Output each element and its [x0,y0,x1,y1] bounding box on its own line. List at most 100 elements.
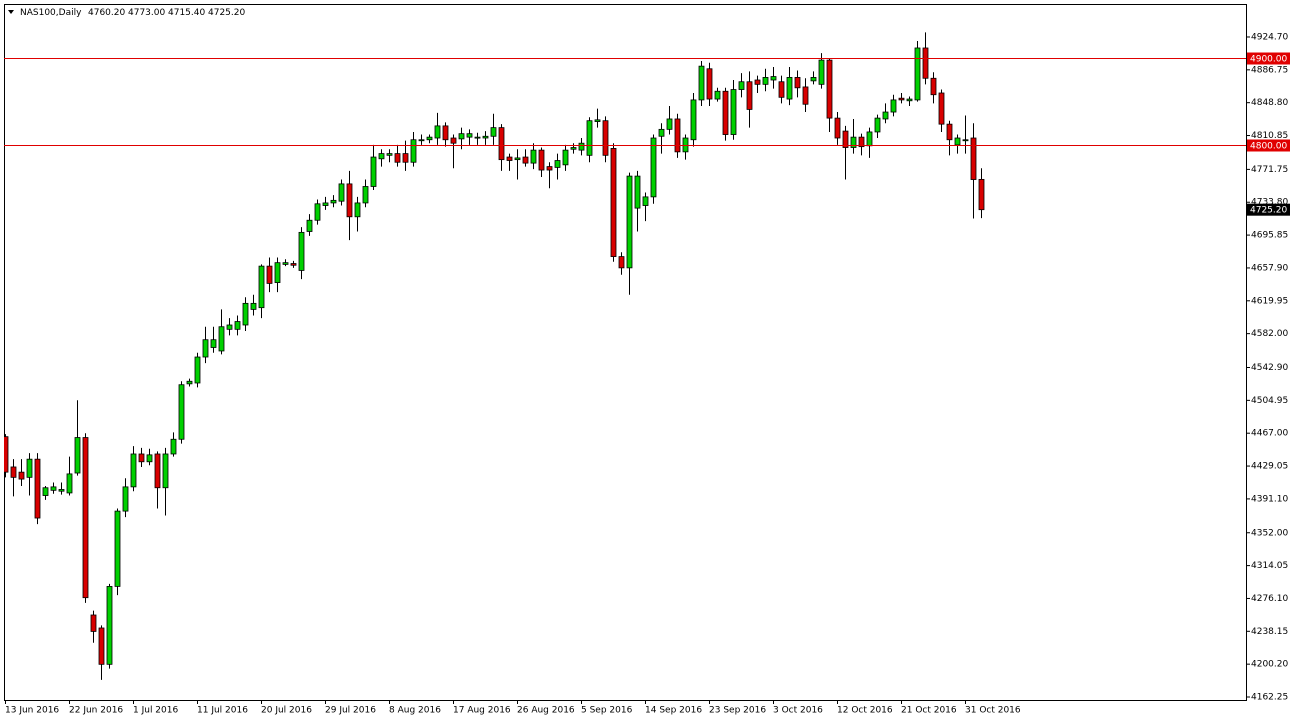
y-tick-label: 4504.95 [1251,396,1288,406]
candle-body [730,89,737,135]
candle-body [946,123,953,141]
candle-body [402,153,409,163]
candle-body [746,81,753,110]
candle-body [186,380,193,385]
horizontal-line-tag [1247,139,1290,152]
candle-body [98,627,105,665]
candle-body [490,127,497,137]
candle-body [194,356,201,384]
y-tick-label: 4810.85 [1251,131,1288,141]
candle-body [450,137,457,144]
candle-body [298,231,305,271]
candle-body [418,139,425,142]
candle-body [82,437,89,599]
candle-body [650,137,657,198]
candle-body [922,47,929,79]
candle-body [970,137,977,180]
x-tick-label: 17 Aug 2016 [453,706,511,716]
y-tick-label: 4314.05 [1251,561,1288,571]
candle-body [234,321,241,330]
candle-body [322,202,329,206]
y-tick-label: 4391.10 [1251,494,1288,504]
candle-body [18,471,25,480]
candle-body [10,466,17,478]
candle-body [658,128,665,137]
candle-body [202,339,209,358]
x-tick-label: 3 Oct 2016 [773,706,823,716]
y-tick-label: 4276.10 [1251,594,1288,604]
candle-body [954,137,961,146]
candle-body [290,263,297,266]
candle-body [554,160,561,168]
candle-body [778,81,785,98]
candle-body [890,99,897,113]
candle-body [714,90,721,100]
y-tick-label: 4429.05 [1251,462,1288,472]
candle-body [586,120,593,156]
y-tick-label: 4619.95 [1251,296,1288,306]
candle-body [90,614,97,632]
candle-body [242,302,249,326]
candle-body [826,59,833,119]
candle-body [794,77,801,89]
candle-body [546,166,553,171]
chart-title: NAS100,Daily [20,8,82,18]
candle-body [682,137,689,153]
y-tick-label: 4238.15 [1251,627,1288,637]
x-tick-label: 29 Jul 2016 [325,706,376,716]
candle-body [498,127,505,161]
ohlc-label: 4715.40 [168,8,205,18]
y-tick-label: 4924.70 [1251,32,1288,42]
candle-body [930,77,937,96]
candle-body [538,149,545,171]
candle-body [818,59,825,85]
candle-body [346,183,353,218]
candle-body [522,156,529,164]
y-tick-label: 4657.90 [1251,263,1288,273]
horizontal-line-label: 4800.00 [1250,142,1287,152]
candle-body [914,47,921,101]
candle-body [482,135,489,139]
x-tick-label: 23 Sep 2016 [709,706,766,716]
candle-body [770,76,777,81]
candle-body [978,178,985,211]
x-tick-label: 12 Oct 2016 [837,706,893,716]
candle-body [754,79,761,85]
x-tick-label: 5 Sep 2016 [581,706,633,716]
candle-body [570,147,577,150]
candle-body [642,196,649,206]
ohlc-label: 4725.20 [208,8,245,18]
candle-body [330,199,337,204]
x-tick-label: 11 Jul 2016 [197,706,248,716]
candle-body [306,219,313,232]
candle-body [634,175,641,209]
candle-body [850,136,857,148]
candle-body [474,136,481,139]
candle-body [842,130,849,148]
candle-body [866,131,873,147]
candle-body [738,81,745,90]
candle-body [762,77,769,85]
candle-body [578,142,585,151]
candle-body [810,77,817,82]
candles [4,32,985,680]
candle-body [410,139,417,163]
candle-body [362,186,369,204]
x-tick-label: 1 Jul 2016 [133,706,178,716]
candle-body [506,156,513,161]
candle-body [226,324,233,330]
candle-body [130,453,137,488]
candle-body [42,487,49,496]
candle-body [266,265,273,284]
candle-body [162,453,169,489]
candle-body [706,68,713,100]
plot-frame [4,4,1247,701]
candle-body [514,157,521,161]
candle-body [138,453,145,463]
candle-body [34,458,41,519]
x-tick-label: 21 Oct 2016 [901,706,957,716]
x-tick-label: 14 Sep 2016 [645,706,702,716]
